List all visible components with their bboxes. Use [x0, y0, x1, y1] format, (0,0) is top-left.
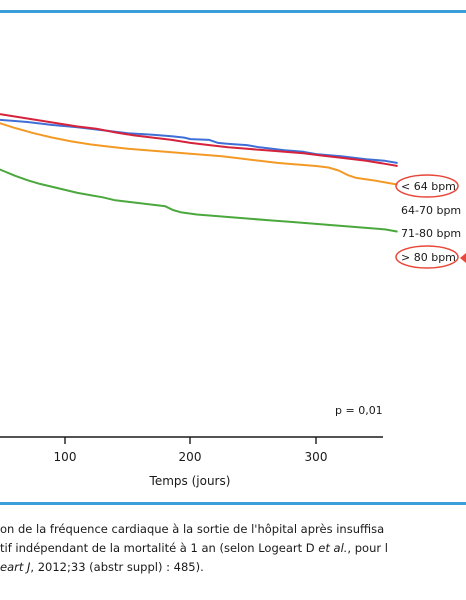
- series-label-lt64: < 64 bpm: [401, 180, 456, 193]
- red-arrow-tip: [460, 253, 466, 263]
- series-label-64-70: 64-70 bpm: [401, 204, 461, 217]
- series-layer: [0, 113, 398, 233]
- series-line-64-70: [0, 113, 398, 167]
- label-circle-layer: [395, 174, 466, 269]
- x-tick-label: 100: [54, 450, 77, 464]
- series-line-lt64: [0, 118, 398, 164]
- label-highlight-circle: [395, 245, 459, 269]
- series-label-gt80: > 80 bpm: [401, 251, 456, 264]
- top-frame-line: [0, 10, 466, 13]
- x-tick-label: 200: [179, 450, 202, 464]
- series-line-gt80: [0, 168, 398, 233]
- kaplan-meier-chart: < 64 bpm 64-70 bpm 71-80 bpm > 80 bpm p …: [0, 113, 466, 488]
- caption-line-1: on de la fréquence cardiaque à la sortie…: [0, 522, 385, 536]
- x-axis-title: Temps (jours): [149, 474, 231, 488]
- p-value-annotation: p = 0,01: [335, 404, 383, 417]
- x-tick-label: 300: [305, 450, 328, 464]
- label-highlight-circle: [395, 174, 459, 198]
- series-line-71-80: [0, 122, 398, 186]
- bottom-frame-line: [0, 502, 466, 505]
- figure-caption: on de la fréquence cardiaque à la sortie…: [0, 520, 466, 577]
- series-label-71-80: 71-80 bpm: [401, 227, 461, 240]
- caption-line-2: tif indépendant de la mortalité à 1 an (…: [0, 541, 388, 555]
- caption-line-3: eart J, 2012;33 (abstr suppl) : 485).: [0, 560, 204, 574]
